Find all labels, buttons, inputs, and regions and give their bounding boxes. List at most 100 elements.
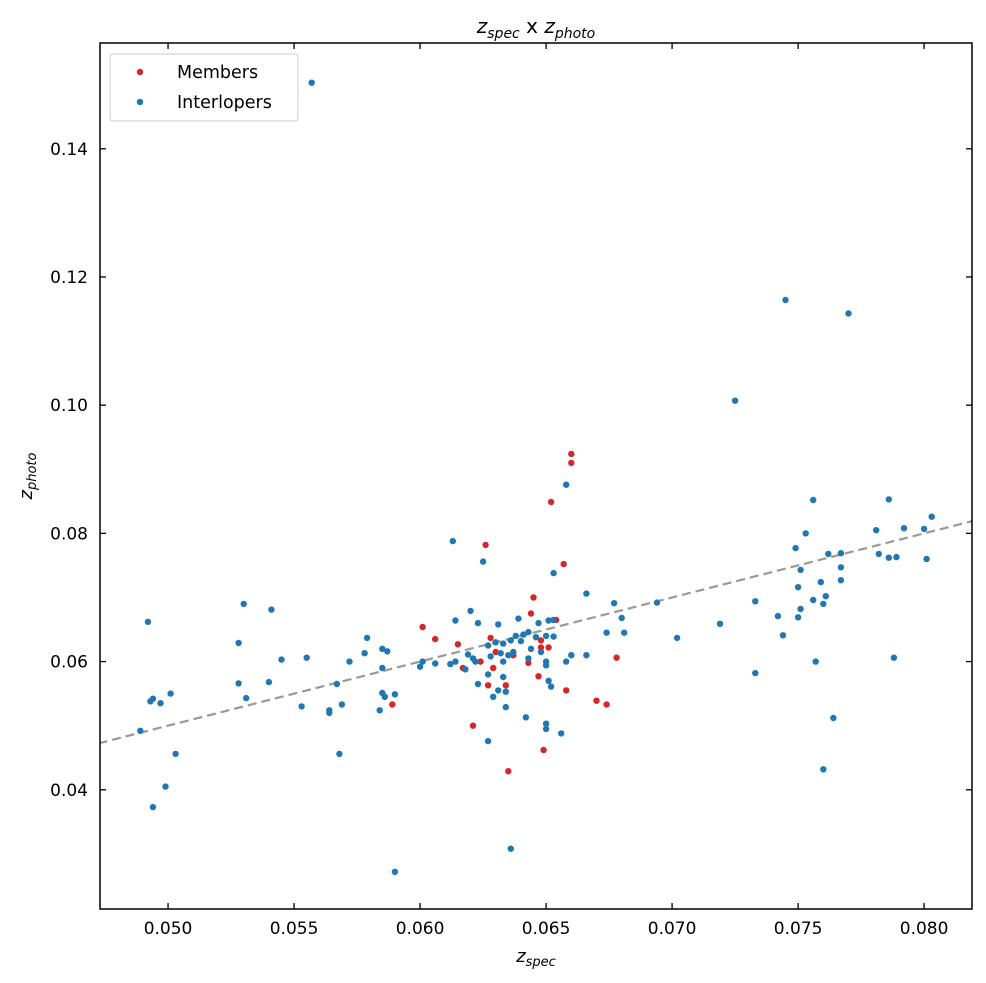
point-interlopers	[731, 397, 739, 404]
point-interlopers	[462, 666, 469, 673]
point-interlopers	[583, 652, 590, 659]
point-interlopers	[535, 619, 542, 627]
point-interlopers	[885, 554, 892, 561]
point-interlopers	[157, 700, 164, 707]
point-interlopers	[812, 658, 819, 665]
point-interlopers	[618, 614, 625, 622]
point-interlopers	[510, 648, 517, 656]
point-interlopers	[500, 658, 507, 665]
point-members	[527, 610, 535, 617]
point-members	[490, 664, 497, 672]
legend: Members Interlopers	[109, 53, 299, 122]
chart-title: zspec x zphoto	[476, 14, 595, 42]
point-interlopers	[474, 680, 482, 688]
point-interlopers	[464, 651, 472, 658]
point-interlopers	[875, 550, 882, 558]
point-interlopers	[278, 656, 285, 663]
point-members	[477, 658, 484, 665]
axis-ticks: 0.050 0.055 0.060 0.065 0.070 0.075 0.080 0.04 0…	[50, 43, 972, 939]
point-interlopers	[243, 694, 250, 702]
x-tick-label: 0.050	[144, 919, 193, 939]
point-interlopers	[782, 296, 789, 304]
point-interlopers	[474, 619, 482, 627]
point-interlopers	[432, 660, 439, 667]
point-interlopers	[673, 634, 681, 642]
point-interlopers	[610, 600, 618, 607]
point-interlopers	[820, 600, 827, 608]
legend-marker-interlopers	[136, 98, 144, 106]
point-interlopers	[484, 642, 492, 649]
point-interlopers	[167, 690, 174, 697]
point-interlopers	[825, 550, 832, 558]
point-interlopers	[391, 868, 399, 875]
point-interlopers	[149, 803, 157, 811]
point-interlopers	[235, 680, 242, 687]
point-interlopers	[484, 671, 492, 678]
point-interlopers	[147, 698, 154, 705]
point-interlopers	[810, 496, 817, 504]
point-members	[502, 682, 509, 689]
point-interlopers	[794, 614, 802, 621]
point-interlopers	[845, 310, 852, 317]
title-mid: x	[520, 14, 545, 38]
point-interlopers	[507, 845, 514, 852]
point-interlopers	[822, 593, 829, 600]
y-tick-label: 0.12	[50, 268, 88, 288]
point-interlopers	[379, 664, 386, 672]
plot-frame	[99, 42, 973, 910]
point-interlopers	[520, 631, 527, 638]
point-interlopers	[774, 612, 782, 620]
point-interlopers	[298, 703, 305, 710]
point-members	[568, 450, 575, 458]
point-members	[469, 722, 477, 729]
point-interlopers	[268, 606, 275, 613]
point-interlopers	[452, 658, 459, 665]
point-members	[537, 637, 545, 644]
point-members	[537, 644, 545, 651]
point-interlopers	[512, 632, 519, 640]
point-interlopers	[502, 703, 509, 711]
y-tick-label: 0.14	[50, 140, 88, 160]
point-interlopers	[303, 654, 310, 661]
point-interlopers	[890, 654, 898, 661]
point-interlopers	[830, 714, 837, 722]
title-sub2: photo	[554, 26, 595, 42]
point-interlopers	[837, 577, 845, 584]
point-members	[484, 682, 492, 689]
point-interlopers	[923, 555, 930, 563]
x-tick-label: 0.080	[900, 919, 949, 939]
x-axis-label: zspec	[515, 946, 556, 970]
legend-marker-members	[136, 68, 144, 76]
point-members	[525, 659, 532, 667]
x-tick-label: 0.075	[774, 919, 823, 939]
plot-area	[100, 79, 972, 875]
point-interlopers	[893, 553, 900, 561]
point-interlopers	[447, 660, 454, 668]
ylabel-sub: photo	[25, 452, 40, 491]
point-interlopers	[752, 669, 759, 677]
point-interlopers	[419, 658, 426, 665]
point-interlopers	[928, 513, 935, 520]
point-interlopers	[900, 525, 908, 532]
point-interlopers	[391, 691, 399, 698]
point-members	[505, 768, 512, 775]
title-main: z	[476, 14, 488, 38]
point-interlopers	[810, 596, 817, 604]
reference-line-y-equals-x	[100, 520, 972, 745]
point-members	[454, 641, 462, 648]
point-interlopers	[525, 628, 532, 636]
point-interlopers	[794, 584, 802, 591]
title-main2: z	[543, 14, 555, 38]
point-members	[563, 687, 570, 694]
point-interlopers	[502, 688, 509, 695]
point-interlopers	[885, 496, 892, 503]
x-tick-label: 0.070	[648, 919, 697, 939]
point-interlopers	[449, 537, 456, 545]
points-layer	[137, 79, 935, 875]
point-interlopers	[363, 634, 371, 642]
point-interlopers	[779, 632, 787, 639]
point-interlopers	[558, 730, 565, 737]
point-interlopers	[265, 678, 273, 686]
x-tick-label: 0.055	[270, 919, 319, 939]
point-interlopers	[525, 655, 532, 662]
